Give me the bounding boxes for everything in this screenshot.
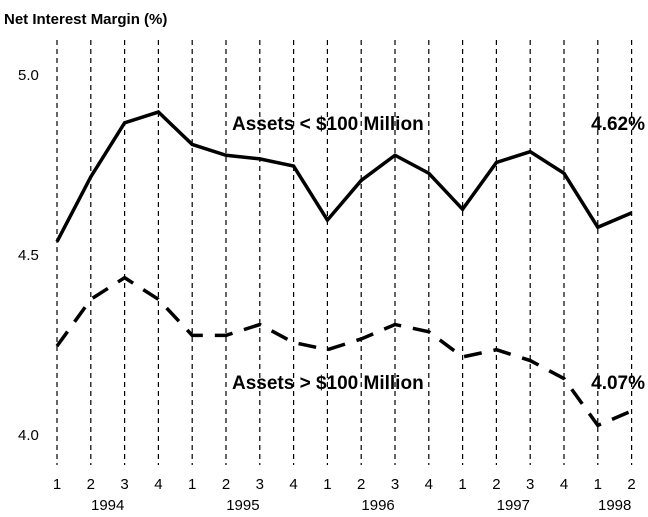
x-tick-label: 2: [87, 476, 95, 493]
x-tick-label: 4: [425, 476, 433, 493]
value-label: 4.62%: [591, 114, 645, 135]
x-tick-label: 2: [627, 476, 635, 493]
x-tick-label: 1: [323, 476, 331, 493]
y-axis-label: Net Interest Margin (%): [4, 11, 167, 28]
x-tick-label: 4: [154, 476, 162, 493]
x-tick-label: 3: [256, 476, 264, 493]
x-tick-label: 1: [188, 476, 196, 493]
year-label: 1994: [91, 497, 124, 514]
x-tick-label: 2: [492, 476, 500, 493]
y-tick-label: 4.5: [18, 247, 39, 264]
x-tick-label: 1: [594, 476, 602, 493]
year-label: 1995: [226, 497, 259, 514]
x-tick-label: 4: [289, 476, 297, 493]
x-tick-label: 1: [53, 476, 61, 493]
series-label: Assets < $100 Million: [232, 114, 424, 135]
x-tick-label: 2: [222, 476, 230, 493]
y-tick-label: 5.0: [18, 67, 39, 84]
x-tick-label: 3: [391, 476, 399, 493]
x-tick-label: 2: [357, 476, 365, 493]
line-series: [55, 275, 633, 428]
year-label: 1998: [598, 497, 631, 514]
x-tick-label: 3: [120, 476, 128, 493]
year-label: 1996: [361, 497, 394, 514]
x-tick-label: 3: [526, 476, 534, 493]
x-tick-label: 1: [458, 476, 466, 493]
series-label: Assets > $100 Million: [232, 373, 424, 394]
line-series: [55, 110, 633, 243]
x-tick-label: 4: [560, 476, 568, 493]
year-label: 1997: [497, 497, 530, 514]
value-label: 4.07%: [591, 373, 645, 394]
y-tick-label: 4.0: [18, 427, 39, 444]
